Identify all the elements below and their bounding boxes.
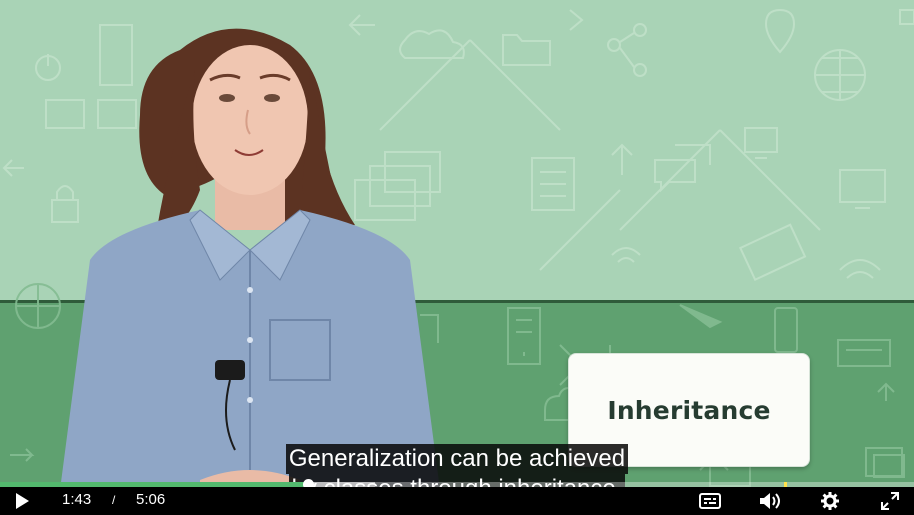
captions-button[interactable]	[696, 487, 724, 515]
play-button[interactable]	[8, 487, 36, 515]
caption-overlay: Generalization can be achieved by classe…	[273, 444, 641, 487]
current-time: 1:43	[62, 491, 92, 508]
fullscreen-icon	[881, 492, 899, 510]
volume-icon	[760, 493, 780, 509]
fullscreen-button[interactable]	[876, 487, 904, 515]
captions-icon	[699, 493, 721, 509]
gear-icon	[821, 492, 839, 510]
play-icon	[16, 493, 29, 509]
progress-bar[interactable]	[0, 479, 914, 490]
progress-played	[0, 482, 309, 487]
progress-scrubber[interactable]	[303, 479, 315, 490]
settings-button[interactable]	[816, 487, 844, 515]
duration: 5:06	[136, 491, 166, 508]
topic-title: Inheritance	[607, 395, 771, 425]
player-controls: 1:43 / 5:06	[0, 487, 914, 515]
topic-title-card: Inheritance	[568, 353, 810, 467]
caption-line-1: Generalization can be achieved	[285, 444, 629, 474]
time-separator: /	[112, 493, 116, 507]
chapter-marker	[784, 482, 788, 487]
video-frame[interactable]: Inheritance Generalization can be achiev…	[0, 0, 914, 487]
presenter-figure	[60, 28, 440, 487]
volume-button[interactable]	[756, 487, 784, 515]
